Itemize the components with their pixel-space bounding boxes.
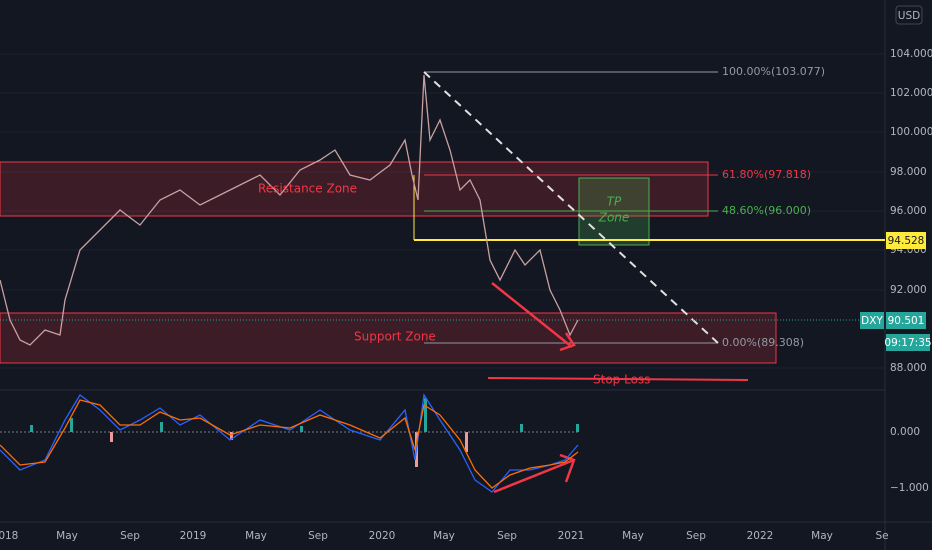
tp-zone-label: Zone [598, 211, 630, 225]
time-tick-label: Sep [120, 530, 140, 542]
trend-line [423, 71, 719, 344]
fib-label: 100.00%(103.077) [722, 65, 825, 78]
fib-label: 48.60%(96.000) [722, 204, 811, 217]
price-series [0, 74, 579, 346]
tp-label: TP [607, 195, 622, 209]
fib-label: 61.80%(97.818) [722, 168, 811, 181]
price-tag [886, 312, 926, 329]
time-tick-label: Sep [308, 530, 328, 542]
time-tick-label: Sep [686, 530, 706, 542]
time-tick-label: May [245, 530, 267, 542]
price-tick-label: 88.000 [890, 362, 927, 374]
symbol-tag [860, 312, 884, 329]
arrows [491, 282, 576, 494]
price-tick-label: 96.000 [890, 205, 927, 217]
stop-loss-label: Stop Loss [593, 373, 650, 387]
currency-button[interactable] [895, 5, 923, 25]
time-tick-label: 2022 [747, 530, 774, 542]
time-tick-label: May [433, 530, 455, 542]
time-tick-label: Se [875, 530, 888, 542]
countdown-text: 09:17:35 [884, 337, 931, 349]
price-tick-label: 92.000 [890, 284, 927, 296]
time-tick-label: Sep [497, 530, 517, 542]
time-tick-label: 2019 [180, 530, 207, 542]
time-tick-label: 2018 [0, 530, 18, 542]
support-zone [0, 312, 777, 364]
oscillator-tick-label: 0.000 [890, 426, 920, 438]
time-tick-label: May [622, 530, 644, 542]
time-tick-label: 2021 [558, 530, 585, 542]
time-tick-label: May [56, 530, 78, 542]
price-tick-label: 98.000 [890, 166, 927, 178]
fib-label: 0.00%(89.308) [722, 336, 804, 349]
macd-line [0, 393, 579, 493]
symbol-text: DXY [861, 315, 883, 327]
price-tag-text: 90.501 [888, 315, 925, 327]
resistance-zone [0, 161, 709, 217]
time-tick-label: 2020 [369, 530, 396, 542]
countdown-tag [886, 334, 930, 351]
support-label: Support Zone [354, 330, 436, 344]
resistance-label: Resistance Zone [258, 182, 357, 196]
currency[interactable]: USD [898, 10, 920, 22]
price-tick-label: 102.000 [890, 87, 932, 99]
level-tag [886, 232, 926, 249]
oscillator-tick-label: −1.000 [890, 482, 929, 494]
price-axis: 104.000102.000100.00098.00096.00094.0009… [890, 48, 932, 494]
price-tick-label: 104.000 [890, 48, 932, 60]
stop-loss-line [487, 377, 749, 381]
time-axis: 2018 May Sep 2019 May Sep 2020 May Sep 2021 May Sep… [0, 530, 889, 542]
time-tick-label: May [811, 530, 833, 542]
price-tick-label: 100.000 [890, 126, 932, 138]
level-tag-text: 94.528 [888, 235, 925, 247]
fib-lines [424, 71, 718, 344]
signal-line [0, 399, 579, 489]
